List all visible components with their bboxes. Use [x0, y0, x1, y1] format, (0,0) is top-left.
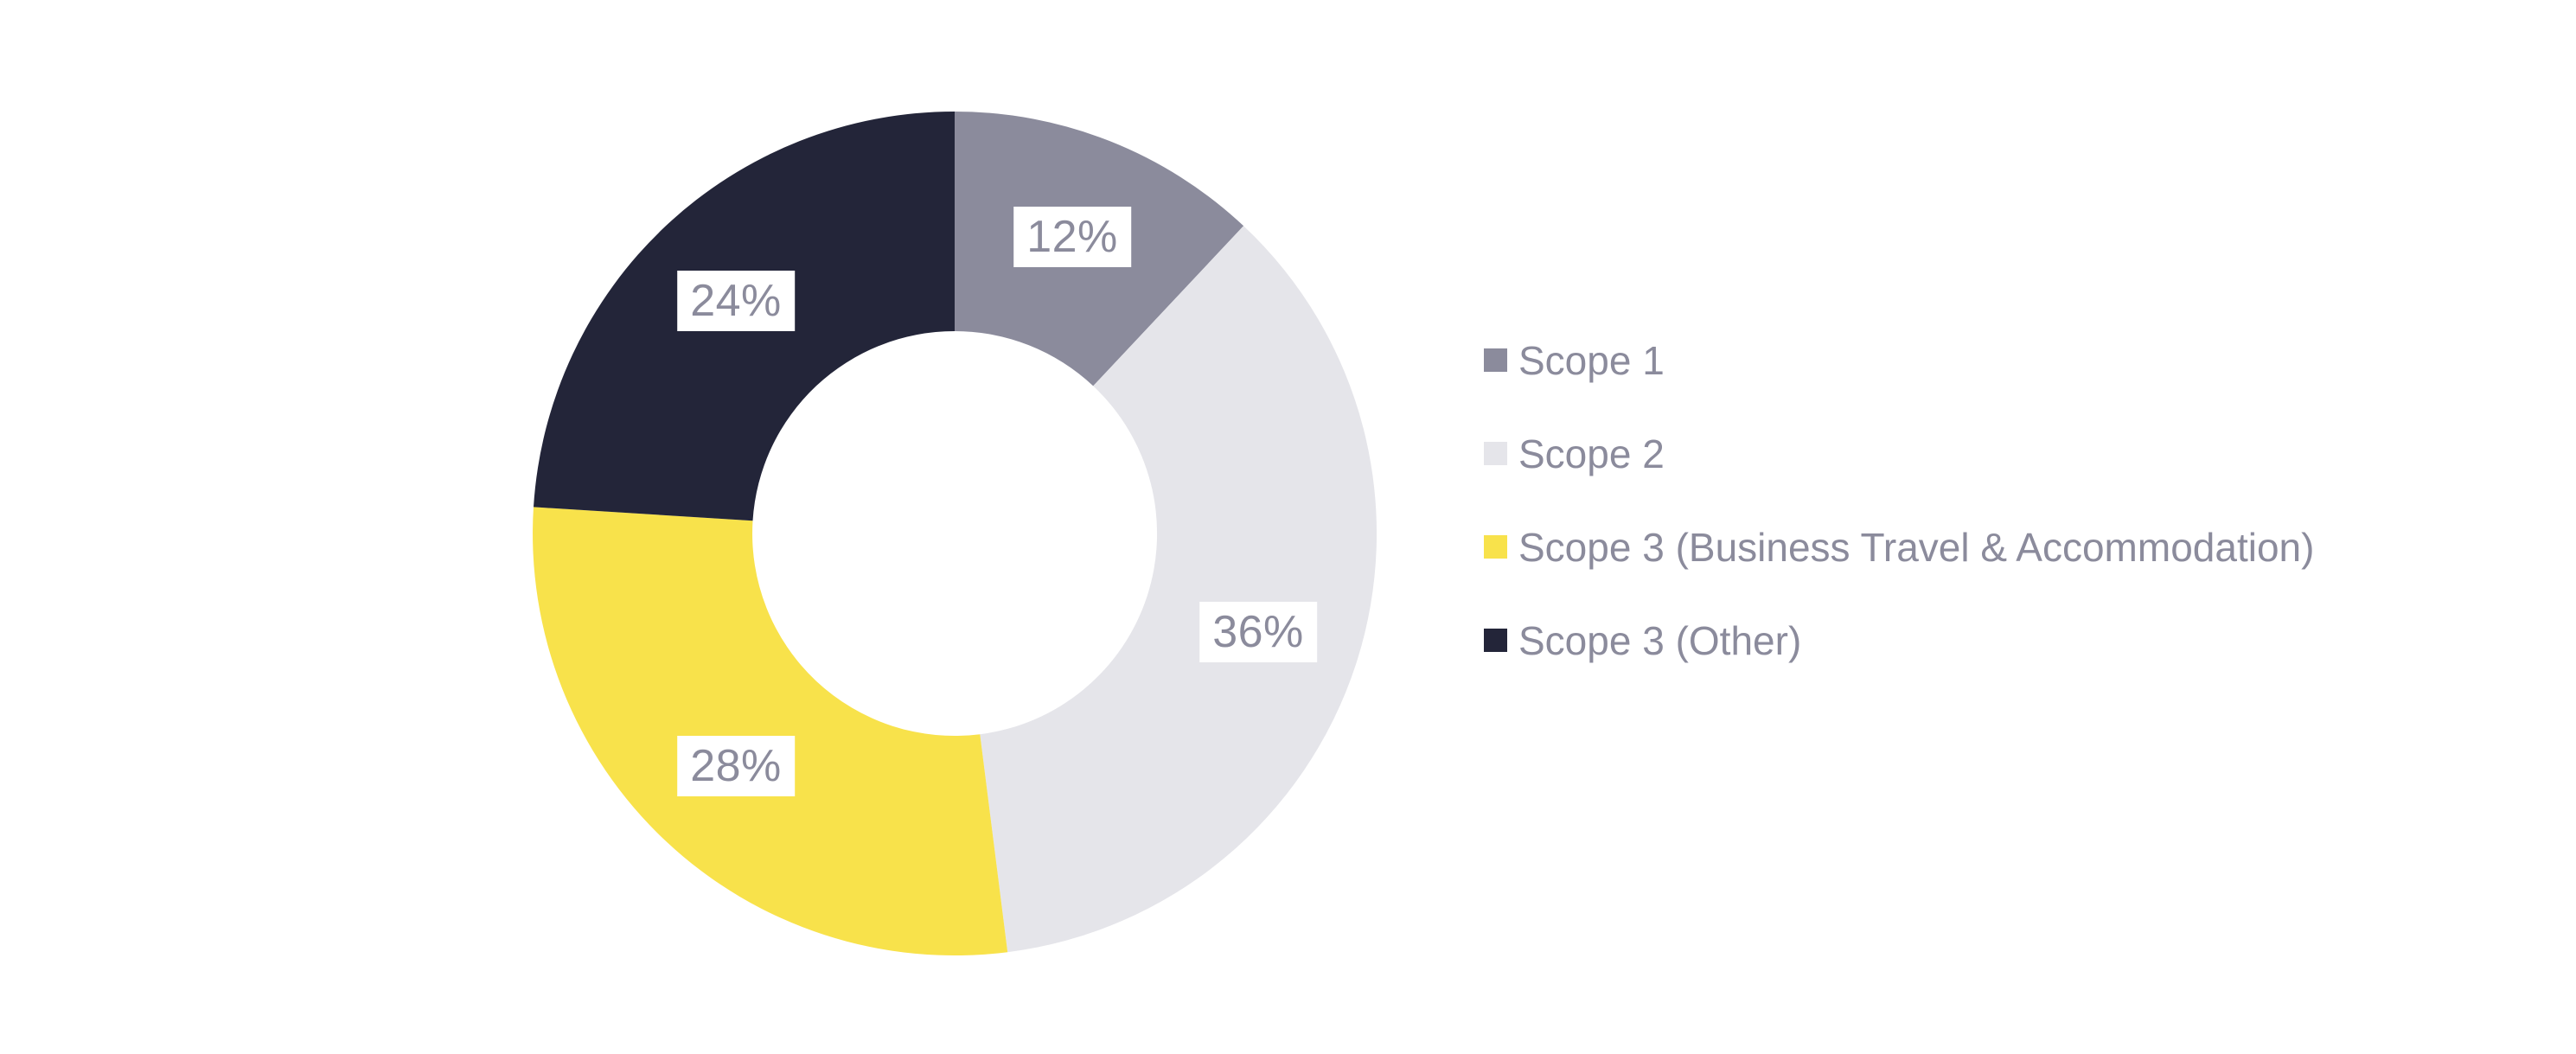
donut-slices [533, 112, 1377, 956]
donut-slice-1 [980, 226, 1377, 953]
legend-swatch-scope-3-business-travel [1484, 535, 1507, 559]
slice-label-scope-2: 36% [1199, 602, 1317, 662]
legend-item-scope-1: Scope 1 [1484, 340, 2314, 380]
slice-label-scope-1: 12% [1013, 207, 1131, 267]
legend-item-scope-3-other: Scope 3 (Other) [1484, 620, 2314, 661]
legend-label-scope-3-business-travel: Scope 3 (Business Travel & Accommodation… [1518, 524, 2315, 570]
legend-label-scope-1: Scope 1 [1518, 337, 1665, 383]
donut-slice-2 [533, 507, 1008, 956]
legend-swatch-scope-1 [1484, 348, 1507, 372]
slice-label-scope-3-business-travel: 28% [677, 736, 795, 796]
slice-label-scope-3-other: 24% [677, 271, 795, 331]
legend-item-scope-2: Scope 2 [1484, 433, 2314, 474]
legend-swatch-scope-3-other [1484, 629, 1507, 652]
legend-label-scope-2: Scope 2 [1518, 431, 1665, 476]
legend-swatch-scope-2 [1484, 442, 1507, 465]
legend-label-scope-3-other: Scope 3 (Other) [1518, 617, 1802, 663]
chart-legend: Scope 1 Scope 2 Scope 3 (Business Travel… [1484, 340, 2314, 661]
legend-item-scope-3-business-travel: Scope 3 (Business Travel & Accommodation… [1484, 527, 2314, 567]
